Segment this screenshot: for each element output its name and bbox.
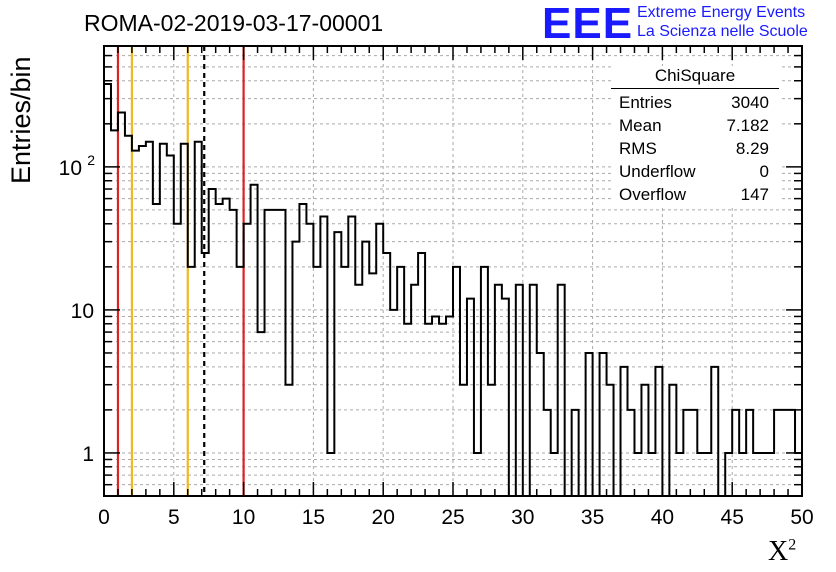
x-tick-label: 45 xyxy=(721,506,744,529)
chart-title: ROMA-02-2019-03-17-00001 xyxy=(84,10,384,36)
stats-row: Underflow 0 xyxy=(611,160,779,183)
logo-line-1: Extreme Energy Events xyxy=(637,4,806,21)
histogram-series xyxy=(103,82,803,497)
x-tick-label: 10 xyxy=(232,506,255,529)
y-tick-label: 1 xyxy=(82,443,94,466)
x-tick-label: 25 xyxy=(441,506,464,529)
y-tick-label: 10 xyxy=(71,300,94,323)
stats-value: 3040 xyxy=(731,93,769,112)
stats-label: RMS xyxy=(619,139,657,158)
x-tick-label: 40 xyxy=(651,506,674,529)
stats-label: Overflow xyxy=(619,185,687,204)
y-axis: 1 10 10 2 xyxy=(59,54,802,486)
x-axis-label: X2 xyxy=(768,536,797,567)
stats-label: Mean xyxy=(619,116,662,135)
stats-label: Underflow xyxy=(619,162,696,181)
x-tick-label: 50 xyxy=(790,506,813,529)
stats-value: 7.182 xyxy=(726,116,769,135)
y-tick-exponent: 2 xyxy=(87,152,95,168)
stats-value: 147 xyxy=(740,185,769,204)
stats-title: ChiSquare xyxy=(611,66,779,89)
stats-row: Overflow 147 xyxy=(611,183,779,206)
x-axis: 0 5 10 15 20 25 30 35 40 45 50 xyxy=(98,46,814,529)
stats-box: ChiSquare Entries 3040 Mean 7.182 RMS 8.29 … xyxy=(611,66,779,206)
x-tick-label: 15 xyxy=(302,506,325,529)
stats-row: Mean 7.182 xyxy=(611,114,779,137)
stats-value: 0 xyxy=(759,162,769,181)
stats-label: Entries xyxy=(619,93,672,112)
y-axis-label: Entries/bin xyxy=(6,56,36,184)
marker-lines xyxy=(116,46,245,496)
stats-value: 8.29 xyxy=(735,139,769,158)
stats-row: Entries 3040 xyxy=(611,91,779,114)
x-tick-label: 20 xyxy=(372,506,395,529)
x-tick-label: 35 xyxy=(581,506,604,529)
y-tick-label: 10 xyxy=(59,157,82,180)
logo-line-2: La Scienza nelle Scuole xyxy=(637,23,808,40)
eee-logo: EEE xyxy=(542,0,634,48)
stats-row: RMS 8.29 xyxy=(611,137,779,160)
x-tick-label: 0 xyxy=(98,506,110,529)
x-tick-label: 30 xyxy=(511,506,534,529)
x-tick-label: 5 xyxy=(168,506,180,529)
